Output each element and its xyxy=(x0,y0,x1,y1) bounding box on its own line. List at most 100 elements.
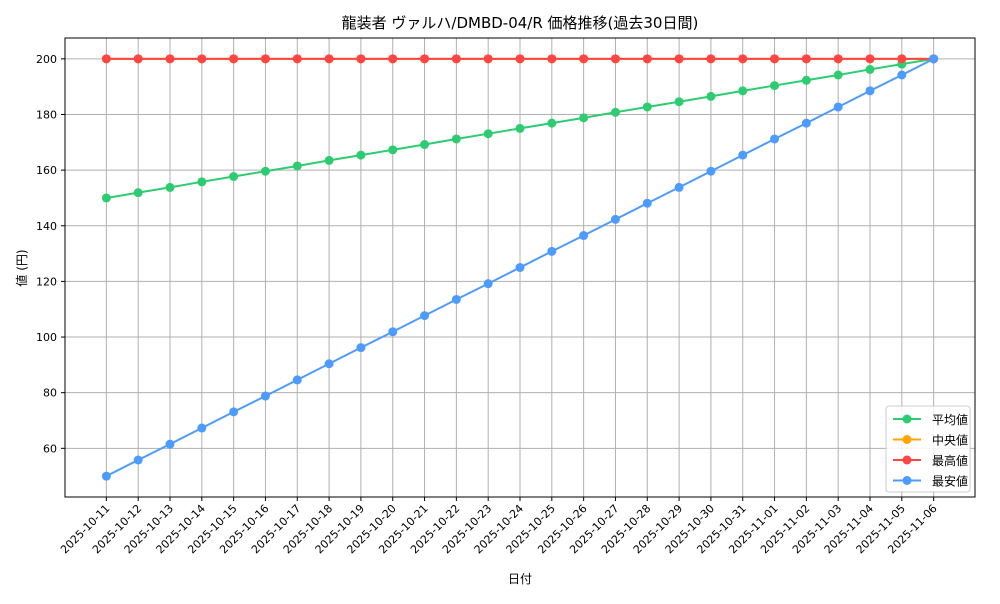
data-point xyxy=(101,54,111,64)
legend-marker xyxy=(902,414,912,424)
data-point xyxy=(292,161,302,171)
data-point xyxy=(324,359,334,369)
data-point xyxy=(610,214,620,224)
data-point xyxy=(388,54,398,64)
data-point xyxy=(483,279,493,289)
data-point xyxy=(706,91,716,101)
legend-label: 中央値 xyxy=(932,433,968,448)
y-tick-label: 160 xyxy=(36,164,57,177)
data-point xyxy=(260,166,270,176)
data-point xyxy=(833,54,843,64)
data-point xyxy=(356,343,366,353)
data-point xyxy=(324,54,334,64)
data-point xyxy=(451,134,461,144)
data-point xyxy=(229,172,239,182)
data-point xyxy=(579,113,589,123)
data-point xyxy=(260,54,270,64)
legend-label: 平均値 xyxy=(932,412,968,427)
data-point xyxy=(897,70,907,80)
data-point xyxy=(674,54,684,64)
series-最安値 xyxy=(101,54,939,481)
data-point xyxy=(229,54,239,64)
data-point xyxy=(165,54,175,64)
data-point xyxy=(770,54,780,64)
data-point xyxy=(101,471,111,481)
data-point xyxy=(420,54,430,64)
data-point xyxy=(610,54,620,64)
series-平均値 xyxy=(101,54,939,203)
data-point xyxy=(801,54,811,64)
data-point xyxy=(420,140,430,150)
data-point xyxy=(770,134,780,144)
legend-box xyxy=(885,405,971,493)
data-point xyxy=(483,54,493,64)
data-point xyxy=(738,54,748,64)
legend-label: 最安値 xyxy=(932,474,968,489)
y-tick-label: 100 xyxy=(36,331,57,344)
data-point xyxy=(515,123,525,133)
data-point xyxy=(420,311,430,321)
data-point xyxy=(165,439,175,449)
data-point xyxy=(865,64,875,74)
x-axis-label: 日付 xyxy=(508,572,532,586)
data-point xyxy=(929,54,939,64)
data-point xyxy=(133,455,143,465)
data-point xyxy=(642,102,652,112)
data-point xyxy=(547,246,557,256)
data-point xyxy=(610,107,620,117)
y-tick-label: 180 xyxy=(36,109,57,122)
data-point xyxy=(356,54,366,64)
data-point xyxy=(865,86,875,96)
data-point xyxy=(738,150,748,160)
data-point xyxy=(451,54,461,64)
series-最高値 xyxy=(101,54,939,64)
data-point xyxy=(197,423,207,433)
legend-marker xyxy=(902,455,912,465)
data-point xyxy=(197,177,207,187)
data-point xyxy=(865,54,875,64)
legend-marker xyxy=(902,435,912,444)
y-tick-label: 120 xyxy=(36,275,57,288)
data-point xyxy=(642,198,652,208)
data-point xyxy=(197,54,207,64)
data-point xyxy=(260,391,270,401)
data-point xyxy=(515,263,525,272)
y-axis-label: 値 (円) xyxy=(14,249,29,286)
data-point xyxy=(674,97,684,107)
data-point xyxy=(833,102,843,112)
y-tick-label: 200 xyxy=(36,53,57,66)
data-point xyxy=(324,155,334,165)
data-point xyxy=(165,182,175,192)
data-point xyxy=(579,231,589,241)
data-point xyxy=(388,145,398,155)
data-point xyxy=(674,182,684,192)
data-point xyxy=(483,129,493,139)
data-point xyxy=(801,75,811,85)
data-point xyxy=(229,407,239,417)
data-point xyxy=(579,54,589,64)
data-point xyxy=(356,150,366,160)
data-point xyxy=(770,81,780,91)
data-point xyxy=(833,70,843,80)
data-point xyxy=(101,193,111,203)
data-point xyxy=(642,54,652,64)
legend-marker xyxy=(902,476,912,485)
y-tick-label: 60 xyxy=(43,442,57,455)
data-point xyxy=(292,54,302,64)
legend-label: 最高値 xyxy=(932,453,968,468)
data-point xyxy=(388,327,398,337)
data-point xyxy=(706,166,716,176)
y-tick-label: 140 xyxy=(36,220,57,233)
data-point xyxy=(706,54,716,64)
data-point xyxy=(133,188,143,198)
data-point xyxy=(897,54,907,64)
data-point xyxy=(547,54,557,64)
data-point xyxy=(801,118,811,128)
data-point xyxy=(515,54,525,64)
data-point xyxy=(738,86,748,96)
data-point xyxy=(451,294,461,304)
y-tick-label: 80 xyxy=(43,387,57,400)
data-point xyxy=(292,375,302,385)
chart-title: 龍装者 ヴァルハ/DMBD-04/R 価格推移(過去30日間) xyxy=(342,14,699,32)
